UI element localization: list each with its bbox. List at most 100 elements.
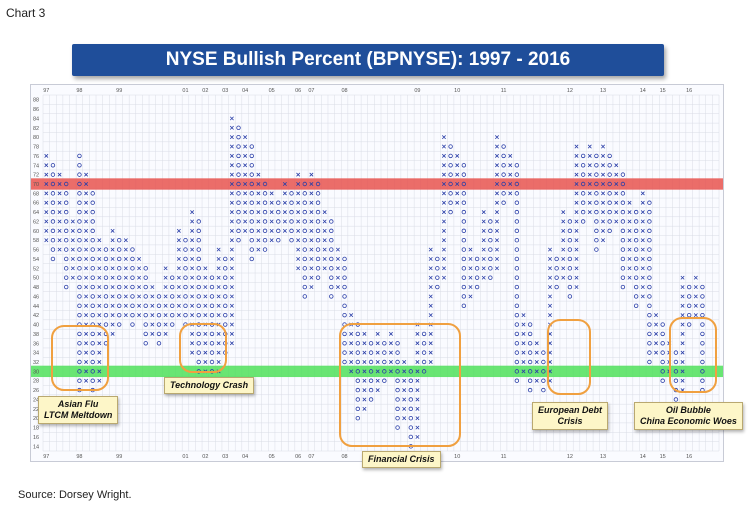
x-mark (441, 256, 446, 261)
o-mark (50, 247, 56, 252)
y-tick-label: 80 (33, 135, 39, 141)
x-mark (574, 163, 579, 168)
x-year-label-top: 10 (454, 88, 460, 94)
x-mark (680, 378, 685, 383)
o-mark (329, 266, 334, 271)
x-year-label-top: 03 (222, 88, 228, 94)
o-mark (63, 275, 69, 280)
x-mark (256, 238, 261, 243)
o-mark (170, 322, 175, 327)
o-mark (501, 191, 506, 196)
x-mark (309, 275, 314, 280)
o-mark (607, 172, 612, 177)
x-mark (349, 313, 354, 318)
o-mark (90, 275, 95, 280)
o-mark (514, 247, 520, 252)
o-mark (382, 350, 387, 355)
o-mark (196, 219, 201, 224)
x-mark (428, 294, 433, 299)
x-mark (508, 182, 513, 186)
source-note: Source: Dorsey Wright. (18, 489, 132, 501)
o-mark (607, 153, 612, 159)
x-mark (574, 200, 579, 205)
x-mark (587, 172, 592, 177)
o-mark (183, 303, 188, 308)
y-tick-label: 48 (33, 285, 39, 291)
x-mark (256, 247, 261, 252)
o-mark (209, 331, 215, 337)
o-mark (77, 256, 82, 262)
x-mark (296, 266, 301, 271)
x-mark (44, 172, 49, 177)
x-year-label-top: 02 (202, 88, 208, 94)
o-mark (196, 322, 201, 327)
x-mark (574, 191, 579, 196)
x-mark (627, 256, 632, 261)
x-mark (561, 256, 566, 261)
y-tick-label: 22 (33, 407, 39, 413)
x-mark (309, 228, 314, 233)
o-mark (183, 322, 188, 327)
o-mark (527, 350, 533, 355)
x-mark (627, 266, 632, 271)
x-mark (229, 191, 234, 196)
x-mark (243, 228, 248, 233)
x-mark (654, 313, 659, 318)
callout-line: LTCM Meltdown (44, 410, 113, 420)
o-mark (143, 266, 148, 271)
x-year-label-bottom: 12 (567, 454, 573, 460)
o-mark (461, 275, 467, 280)
x-mark (640, 256, 645, 261)
x-mark (229, 210, 234, 215)
y-tick-label: 84 (33, 116, 39, 122)
o-mark (647, 200, 652, 205)
x-mark (229, 331, 234, 336)
o-mark (170, 284, 175, 290)
o-mark (461, 200, 467, 205)
x-mark (216, 256, 221, 261)
o-mark (236, 134, 241, 140)
o-mark (488, 266, 493, 271)
x-mark (44, 238, 49, 243)
x-mark (123, 294, 128, 299)
o-mark (249, 181, 254, 187)
x-mark (84, 350, 89, 355)
o-mark (514, 331, 520, 337)
o-mark (315, 266, 321, 271)
x-mark (335, 266, 340, 271)
callout-line: Crisis (557, 416, 583, 426)
x-mark (97, 331, 102, 336)
o-mark (117, 256, 122, 262)
o-mark (700, 303, 705, 308)
o-mark (302, 275, 307, 280)
x-mark (415, 341, 420, 346)
x-mark (137, 275, 142, 280)
o-mark (673, 350, 679, 355)
x-mark (229, 116, 234, 121)
x-year-label-bottom: 99 (116, 454, 122, 460)
x-mark (428, 303, 433, 308)
o-mark (501, 163, 506, 168)
x-mark (494, 191, 499, 196)
x-mark (481, 238, 486, 243)
o-mark (289, 228, 294, 234)
o-mark (262, 209, 268, 215)
o-mark (90, 191, 95, 196)
x-mark (256, 219, 261, 224)
o-mark (461, 172, 467, 177)
x-mark (654, 331, 659, 336)
o-mark (63, 284, 69, 290)
o-mark (77, 238, 82, 243)
x-mark (441, 238, 446, 243)
x-mark (587, 200, 592, 205)
o-mark (90, 266, 95, 271)
x-mark (428, 322, 433, 327)
o-mark (183, 238, 188, 243)
o-mark (90, 359, 95, 365)
callout-european-debt: European Debt Crisis (532, 402, 609, 430)
x-mark (561, 228, 566, 233)
x-year-label-top: 16 (686, 88, 692, 94)
x-mark (163, 313, 168, 318)
o-mark (276, 238, 281, 243)
y-tick-label: 76 (33, 154, 39, 160)
